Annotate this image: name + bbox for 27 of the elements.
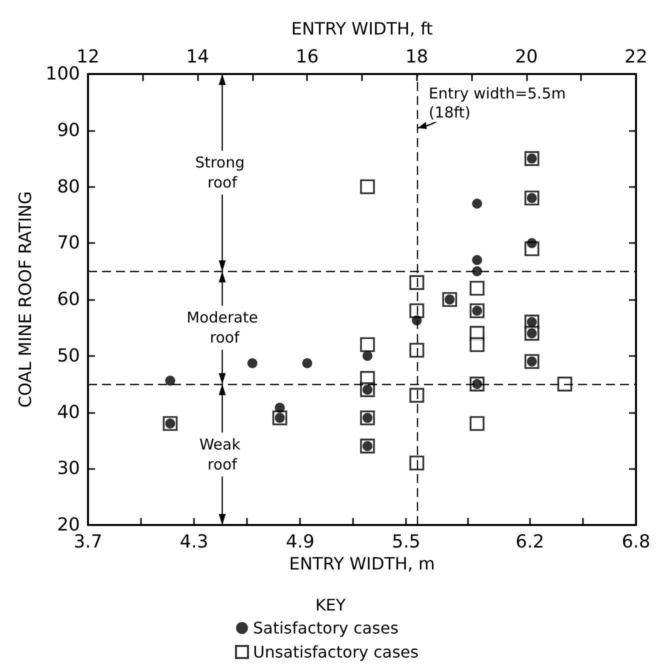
x-tick-label: 6.8 [622, 532, 650, 552]
x-tick-label: 6.2 [516, 532, 544, 552]
annotation: Weak roof [199, 436, 246, 474]
annotation: Moderate roof [186, 308, 258, 347]
y-tick-label: 90 [57, 120, 80, 141]
x2-tick-label: 22 [624, 46, 648, 68]
y-tick-label: 60 [57, 289, 80, 310]
legend-label: Unsatisfactory cases [253, 642, 419, 662]
x-tick-label: 4.9 [286, 532, 314, 552]
x-tick-label: 4.3 [180, 532, 208, 552]
x-tick-label: 5.5 [392, 532, 421, 552]
x2-tick-label: 16 [296, 46, 319, 68]
y-tick-label: 30 [57, 458, 80, 480]
y-tick-label: 80 [57, 176, 80, 198]
x2-tick-label: 20 [514, 46, 538, 68]
x2-axis-title: ENTRY WIDTH, ft [291, 20, 434, 40]
y-tick-label: 50 [57, 345, 80, 366]
ref-line-label: Entry width=5.5m (18ft) [428, 84, 571, 122]
legend-label: Satisfactory cases [253, 618, 399, 638]
legend-title: KEY [315, 596, 346, 614]
x2-tick-label: 14 [186, 46, 210, 68]
y-axis-title: COAL MINE ROOF RATING [16, 191, 36, 408]
annotation: Strong roof [195, 154, 250, 192]
y-tick-label: 70 [57, 232, 80, 254]
x-axis-title: ENTRY WIDTH, m [289, 554, 435, 574]
x2-tick-label: 18 [405, 46, 428, 68]
y-tick-label: 40 [57, 402, 80, 423]
